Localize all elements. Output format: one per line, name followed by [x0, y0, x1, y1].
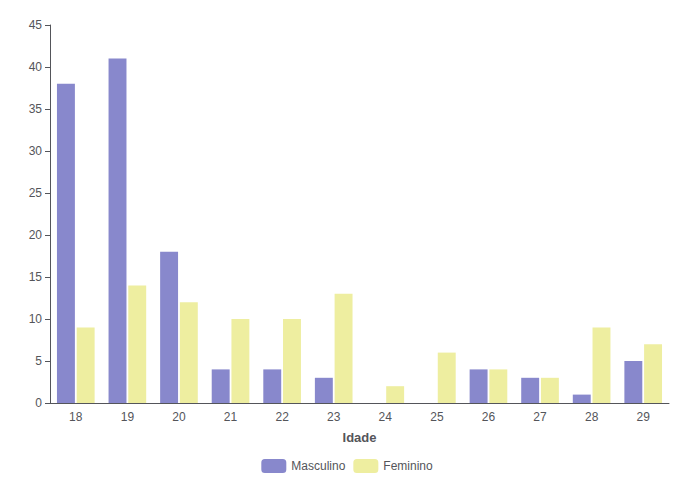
- svg-text:25: 25: [430, 410, 444, 424]
- svg-text:10: 10: [29, 312, 43, 326]
- svg-text:30: 30: [29, 144, 43, 158]
- svg-text:23: 23: [327, 410, 341, 424]
- svg-text:26: 26: [482, 410, 496, 424]
- svg-text:20: 20: [172, 410, 186, 424]
- svg-text:27: 27: [533, 410, 547, 424]
- svg-text:22: 22: [275, 410, 289, 424]
- svg-text:5: 5: [35, 354, 42, 368]
- svg-text:29: 29: [637, 410, 651, 424]
- svg-text:45: 45: [29, 18, 43, 32]
- svg-text:28: 28: [585, 410, 599, 424]
- svg-text:0: 0: [35, 396, 42, 410]
- svg-text:18: 18: [69, 410, 83, 424]
- svg-text:40: 40: [29, 60, 43, 74]
- svg-text:19: 19: [121, 410, 135, 424]
- svg-text:35: 35: [29, 102, 43, 116]
- svg-text:15: 15: [29, 270, 43, 284]
- svg-text:Idade: Idade: [343, 430, 377, 445]
- svg-text:Masculino: Masculino: [291, 459, 345, 473]
- svg-text:20: 20: [29, 228, 43, 242]
- svg-text:25: 25: [29, 186, 43, 200]
- svg-text:21: 21: [224, 410, 238, 424]
- svg-text:Feminino: Feminino: [383, 459, 433, 473]
- svg-text:24: 24: [379, 410, 393, 424]
